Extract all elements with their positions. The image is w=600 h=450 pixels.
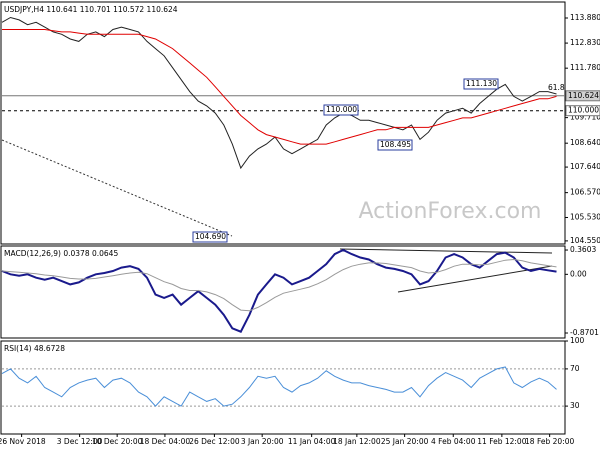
y-tick-label: 0.3603 xyxy=(570,245,596,254)
level-label: 110.000 xyxy=(568,106,599,115)
panel-frame xyxy=(0,340,566,435)
y-tick-label: 107.640 xyxy=(570,162,600,171)
y-tick-label: 111.780 xyxy=(570,63,600,72)
panel-frame xyxy=(0,245,566,339)
y-tick-label: -0.8701 xyxy=(570,328,599,337)
annotation: 108.495 xyxy=(380,140,411,149)
x-tick-label: 3 Jan 20:00 xyxy=(241,437,284,446)
y-tick-label: 0.00 xyxy=(570,269,587,278)
macd-trend-line xyxy=(339,248,553,254)
y-tick-label: 108.640 xyxy=(570,138,600,147)
y-tick-label: 30 xyxy=(570,401,580,410)
y-tick-label: 113.880 xyxy=(570,13,600,22)
x-tick-label: 4 Feb 04:00 xyxy=(431,437,476,446)
level-label: 110.624 xyxy=(568,91,599,100)
x-tick-label: 3 Dec 12:00 xyxy=(57,437,103,446)
y-tick-label: 112.830 xyxy=(570,38,600,47)
watermark: ActionForex.com xyxy=(359,199,542,224)
x-tick-label: 26 Nov 2018 xyxy=(0,437,46,446)
annotation-box xyxy=(463,78,499,90)
x-tick-label: 11 Feb 12:00 xyxy=(477,437,526,446)
y-tick-label: 105.530 xyxy=(570,212,600,221)
level-label-box xyxy=(565,90,600,102)
y-tick-label: 104.550 xyxy=(570,236,600,245)
series-line xyxy=(2,29,557,145)
annotation: 61.8 xyxy=(548,83,565,92)
x-tick-label: 18 Jan 12:00 xyxy=(333,437,381,446)
series-line xyxy=(1,16,557,170)
level-label-box xyxy=(565,105,600,117)
panel-title: RSI(14) 48.6728 xyxy=(4,344,65,353)
x-tick-label: 25 Jan 20:00 xyxy=(381,437,429,446)
series-line xyxy=(1,366,557,407)
trend-line xyxy=(1,139,233,237)
y-tick-label: 106.570 xyxy=(570,188,600,197)
series-line xyxy=(1,258,557,312)
annotation: 110.000 xyxy=(326,105,357,114)
annotation-box xyxy=(192,231,228,243)
annotation: 104.690 xyxy=(195,232,226,241)
annotation-box xyxy=(377,139,413,151)
y-tick-label: 100 xyxy=(570,336,585,345)
x-tick-label: 11 Jan 04:00 xyxy=(288,437,336,446)
macd-trend-line xyxy=(397,265,553,293)
x-tick-label: 18 Dec 04:00 xyxy=(140,437,191,446)
x-tick-label: 26 Dec 12:00 xyxy=(189,437,240,446)
panel-title: MACD(12,26,9) 0.0378 0.0645 xyxy=(4,249,118,258)
panel-frame xyxy=(0,1,566,245)
panel-title: USDJPY,H4 110.641 110.701 110.572 110.62… xyxy=(4,5,178,14)
series-line xyxy=(1,248,557,333)
x-tick-label: 18 Feb 20:00 xyxy=(525,437,574,446)
x-tick-label: 10 Dec 20:00 xyxy=(92,437,143,446)
y-tick-label: 70 xyxy=(570,364,580,373)
annotation: 111.130 xyxy=(466,79,497,88)
y-tick-label: 109.710 xyxy=(570,113,600,122)
annotation-box xyxy=(323,104,359,116)
